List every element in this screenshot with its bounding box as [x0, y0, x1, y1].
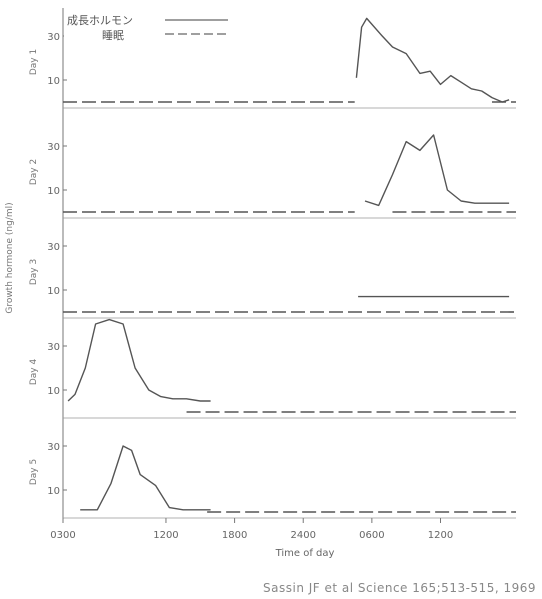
panel-1-gh-line — [355, 17, 510, 103]
panel-2: 10 30 Day 2 — [29, 134, 516, 219]
panel-2-ytick-label: 10 — [47, 186, 60, 197]
panel-4-day-label: Day 4 — [29, 359, 39, 386]
x-tick-label: 1200 — [153, 530, 178, 541]
panel-3: 10 30 Day 3 — [29, 242, 516, 319]
panel-2-ytick-label: 30 — [47, 142, 60, 153]
panel-5-day-label: Day 5 — [29, 459, 39, 485]
x-tick-label: 2400 — [291, 530, 316, 541]
panel-1-ytick-label: 10 — [47, 76, 60, 87]
x-tick-label: 1800 — [222, 530, 247, 541]
x-tick-label: 1200 — [428, 530, 453, 541]
panel-4-ytick-label: 30 — [47, 342, 60, 353]
x-axis: 0300 1200 1800 2400 0600 1200 — [50, 518, 453, 541]
panel-5-ytick-label: 30 — [47, 442, 60, 453]
panel-4-ytick-label: 10 — [47, 386, 60, 397]
panel-1: 10 30 Day 1 — [29, 17, 516, 109]
citation: Sassin JF et al Science 165;513-515, 196… — [263, 581, 536, 595]
x-tick-label: 0300 — [50, 530, 75, 541]
panel-4-gh-line — [67, 318, 211, 402]
legend-label-sleep: 睡眠 — [102, 29, 124, 42]
panel-3-day-label: Day 3 — [29, 259, 39, 285]
panels-layer: 10 30 Day 1 10 30 Day 2 10 30 Day 3 10 30 Day 4 10 30… — [29, 8, 516, 519]
panel-2-gh-line — [364, 134, 510, 207]
legend-label-gh: 成長ホルモン — [67, 14, 133, 27]
panel-5-ytick-label: 10 — [47, 486, 60, 497]
panel-3-ytick-label: 30 — [47, 242, 60, 253]
panel-1-day-label: Day 1 — [29, 49, 39, 75]
panel-5-gh-line — [80, 445, 211, 511]
legend-box — [64, 13, 228, 40]
panel-5: 10 30 Day 5 — [29, 442, 516, 519]
legend: 成長ホルモン 睡眠 — [64, 13, 228, 42]
y-axis-label: Growth hormone (ng/ml) — [5, 202, 15, 313]
panel-3-ytick-label: 10 — [47, 286, 60, 297]
panel-2-day-label: Day 2 — [29, 159, 39, 185]
panel-1-ytick-label: 30 — [47, 32, 60, 43]
x-tick-label: 0600 — [359, 530, 384, 541]
panel-4: 10 30 Day 4 — [29, 318, 516, 419]
x-axis-label: Time of day — [275, 548, 335, 559]
